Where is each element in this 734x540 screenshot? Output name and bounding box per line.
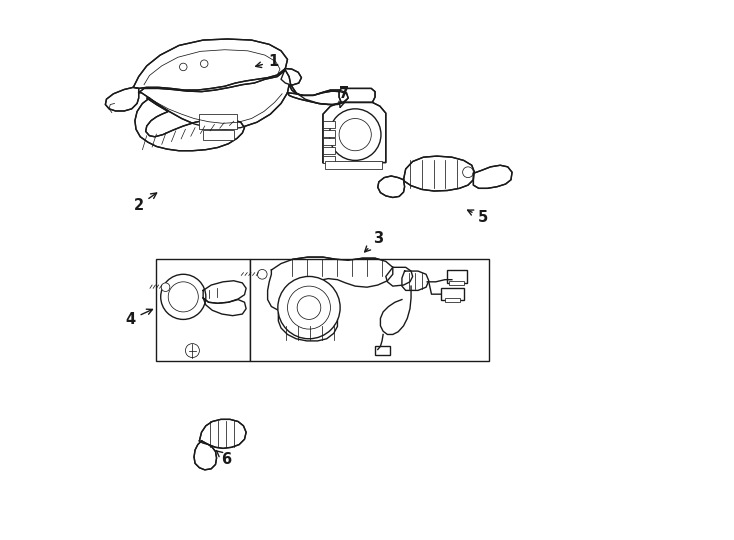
Polygon shape bbox=[288, 91, 348, 105]
Bar bbox=[200, 114, 237, 129]
Bar bbox=[445, 298, 460, 302]
Bar bbox=[250, 259, 490, 361]
Bar bbox=[323, 121, 335, 128]
Bar bbox=[323, 156, 335, 163]
Bar bbox=[325, 161, 382, 169]
Polygon shape bbox=[203, 281, 246, 303]
Circle shape bbox=[180, 63, 187, 71]
Polygon shape bbox=[135, 98, 244, 151]
Polygon shape bbox=[281, 69, 302, 85]
Polygon shape bbox=[139, 70, 348, 129]
Text: 7: 7 bbox=[339, 86, 349, 107]
Polygon shape bbox=[473, 165, 512, 188]
Text: 5: 5 bbox=[468, 210, 487, 225]
Circle shape bbox=[200, 60, 208, 68]
Bar bbox=[323, 130, 335, 137]
Circle shape bbox=[278, 276, 340, 339]
Polygon shape bbox=[106, 87, 139, 111]
Text: 3: 3 bbox=[365, 231, 383, 252]
Polygon shape bbox=[386, 267, 413, 286]
Polygon shape bbox=[404, 156, 474, 191]
Circle shape bbox=[339, 118, 371, 151]
Bar bbox=[156, 259, 250, 361]
Circle shape bbox=[288, 286, 330, 329]
Bar bbox=[441, 288, 464, 300]
Bar bbox=[323, 147, 335, 154]
Polygon shape bbox=[378, 176, 404, 198]
Polygon shape bbox=[200, 420, 246, 448]
Bar bbox=[446, 270, 467, 283]
Bar bbox=[203, 130, 234, 140]
Circle shape bbox=[462, 167, 473, 178]
Text: 6: 6 bbox=[216, 450, 231, 467]
Polygon shape bbox=[402, 271, 429, 291]
Polygon shape bbox=[203, 298, 246, 316]
Circle shape bbox=[168, 282, 198, 312]
Circle shape bbox=[330, 109, 381, 160]
Bar bbox=[449, 281, 464, 285]
Polygon shape bbox=[134, 39, 288, 90]
Polygon shape bbox=[323, 103, 386, 163]
Circle shape bbox=[258, 269, 267, 279]
Bar bbox=[323, 138, 335, 145]
Polygon shape bbox=[194, 441, 217, 470]
Text: 1: 1 bbox=[255, 54, 278, 69]
Circle shape bbox=[297, 296, 321, 320]
Circle shape bbox=[186, 343, 200, 357]
Text: 4: 4 bbox=[126, 309, 153, 327]
Bar bbox=[375, 346, 390, 355]
Polygon shape bbox=[339, 89, 375, 103]
Polygon shape bbox=[268, 257, 393, 341]
Circle shape bbox=[161, 274, 206, 320]
Circle shape bbox=[161, 283, 170, 292]
Text: 2: 2 bbox=[134, 193, 156, 213]
